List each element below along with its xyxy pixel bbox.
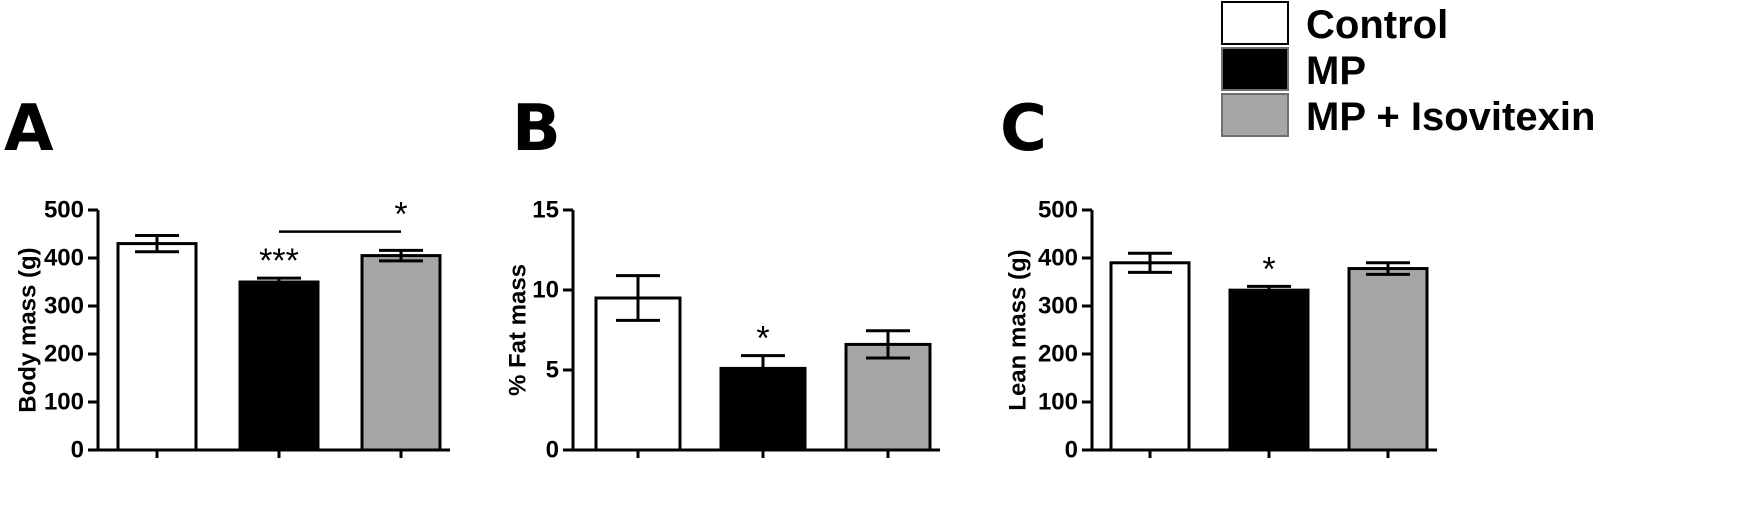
bar — [238, 280, 320, 452]
bar — [360, 254, 442, 452]
panel-letter: A — [4, 92, 54, 166]
y-tick-label: 300 — [44, 293, 84, 320]
legend-label: MP + Isovitexin — [1306, 95, 1595, 139]
legend-item: MP — [1221, 47, 1366, 93]
legend-swatch — [1221, 1, 1289, 45]
y-tick-label: 0 — [546, 437, 559, 464]
y-axis-label: Body mass (g) — [15, 247, 42, 412]
y-tick-label: 500 — [1038, 197, 1078, 224]
y-tick-label: 400 — [1038, 245, 1078, 272]
legend-label: MP — [1306, 49, 1366, 93]
legend-item: MP + Isovitexin — [1221, 93, 1595, 139]
panel-letter: B — [512, 92, 561, 166]
panel-letter: C — [1000, 92, 1047, 166]
y-tick-label: 200 — [44, 341, 84, 368]
y-tick-label: 500 — [44, 197, 84, 224]
y-axis-label: % Fat mass — [505, 264, 532, 396]
y-tick-label: 100 — [1038, 389, 1078, 416]
significance-mark: *** — [259, 242, 299, 280]
panel-c: C Lean mass (g) * 0 100 200 300 400 500 — [1000, 92, 1437, 464]
y-axis-label: Lean mass (g) — [1005, 249, 1032, 410]
bar — [844, 342, 932, 452]
y-tick-label: 0 — [71, 437, 84, 464]
y-tick-label: 400 — [44, 245, 84, 272]
y-tick-label: 100 — [44, 389, 84, 416]
legend-label: Control — [1306, 3, 1448, 47]
legend-swatch — [1221, 93, 1289, 137]
y-tick-label: 5 — [546, 357, 559, 384]
panel-b: B % Fat mass * 0 5 10 15 — [505, 92, 940, 464]
bracket-label: * — [394, 196, 407, 234]
y-tick-label: 200 — [1038, 341, 1078, 368]
y-tick-label: 15 — [532, 197, 559, 224]
significance-mark: * — [1262, 250, 1275, 288]
legend-item: Control — [1221, 1, 1448, 47]
y-tick-label: 10 — [532, 277, 559, 304]
significance-mark: * — [756, 320, 769, 358]
bar — [1347, 267, 1429, 452]
y-tick-label: 300 — [1038, 293, 1078, 320]
bar — [1109, 261, 1191, 452]
y-tick-label: 0 — [1065, 437, 1078, 464]
legend-swatch — [1221, 47, 1289, 91]
bar — [1228, 288, 1310, 452]
bar — [116, 242, 198, 452]
